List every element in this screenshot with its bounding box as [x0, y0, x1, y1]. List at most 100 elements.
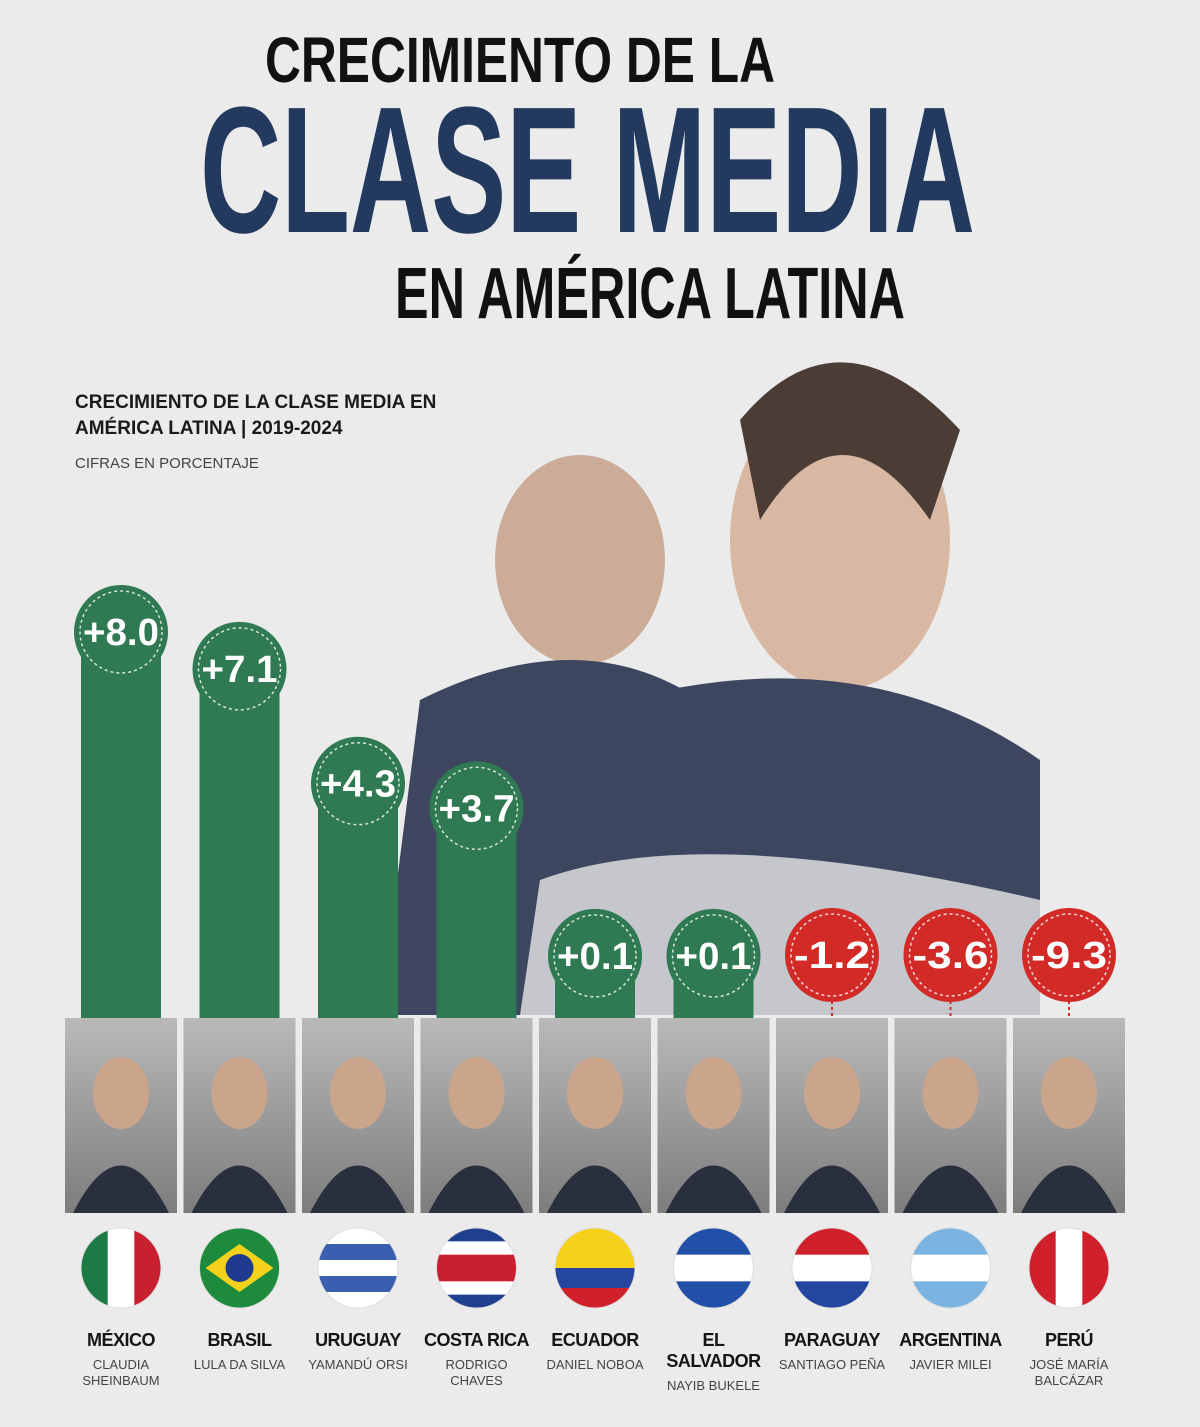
flag-stripe [318, 1228, 398, 1245]
country-name: ECUADOR [551, 1330, 639, 1350]
value-badge [429, 761, 524, 856]
photo-head [685, 1057, 742, 1129]
flag-border [436, 1227, 517, 1309]
photo-head [93, 1057, 149, 1129]
value-badge [74, 585, 168, 679]
flag-border [554, 1227, 636, 1309]
value-label: +8.0 [83, 612, 159, 654]
country-column: URUGUAY YAMANDÚ ORSI [302, 1330, 414, 1373]
value-badge [666, 908, 761, 1003]
photo-body [310, 1165, 406, 1213]
flag [1029, 1228, 1109, 1308]
country-name: BRASIL [207, 1330, 273, 1350]
flag-stripe [318, 1244, 398, 1261]
flag-stripe [107, 1228, 135, 1308]
country-name: COSTA RICA [424, 1330, 530, 1350]
leader-name: DANIEL NOBOA [546, 1357, 644, 1372]
flag-stripe [910, 1254, 991, 1282]
value-badge [311, 736, 405, 831]
photo-head [567, 1057, 623, 1129]
bar [81, 632, 161, 1018]
chart-title: CRECIMIENTO DE LA CLASE MEDIA EN AMÉRICA… [75, 392, 437, 439]
photo-body [428, 1165, 525, 1213]
leader-name: SANTIAGO PEÑA [778, 1357, 886, 1372]
flag-border [80, 1227, 162, 1309]
country-column: PERÚ JOSÉ MARÍA BALCÁZAR [1013, 1330, 1125, 1389]
flag [199, 1228, 280, 1308]
photo-head [330, 1057, 386, 1129]
country-name: ARGENTINA [899, 1330, 1002, 1350]
flag-stripe [436, 1241, 517, 1256]
leader-name: RODRIGO CHAVES [445, 1357, 508, 1388]
flag-stripe [555, 1268, 635, 1289]
title-bottom: EN AMÉRICA LATINA [395, 254, 905, 334]
leader-name: CLAUDIA SHEINBAUM [82, 1357, 160, 1388]
leader-name: NAYIB BUKELE [667, 1378, 760, 1393]
flag-stripe [673, 1281, 754, 1308]
photo-body [547, 1165, 643, 1213]
value-label: +3.7 [439, 788, 515, 830]
flag-stripe [436, 1268, 517, 1282]
photo-body [665, 1165, 762, 1213]
photo-head [1041, 1057, 1097, 1129]
value-badge [192, 621, 287, 716]
country-name: EL SALVADOR [666, 1330, 761, 1371]
bar-badge [1022, 908, 1116, 1002]
flag-stripe [81, 1228, 109, 1308]
bar-badge [903, 908, 998, 1002]
flag-stripe [1029, 1228, 1057, 1308]
leader-name: LULA DA SILVA [193, 1357, 286, 1372]
flag-border [791, 1227, 873, 1309]
badge-ring [434, 766, 519, 851]
flag-stripe [792, 1281, 872, 1308]
value-label: -3.6 [913, 935, 989, 977]
flag-stripe [1082, 1228, 1109, 1308]
leader-name: JOSÉ MARÍA BALCÁZAR [1029, 1357, 1109, 1388]
flag-stripe [318, 1292, 398, 1308]
photo-head [211, 1057, 268, 1129]
photo-head [448, 1057, 505, 1129]
leader-name: YAMANDÚ ORSI [308, 1357, 408, 1372]
photo-head [804, 1057, 860, 1129]
bar [199, 668, 280, 1018]
country-column: ARGENTINA JAVIER MILEI [895, 1330, 1007, 1373]
flag-stripe [673, 1254, 754, 1282]
flag-border [910, 1227, 991, 1309]
flag-border [199, 1227, 280, 1309]
flag-stripe [134, 1228, 161, 1308]
photo-body [73, 1165, 169, 1213]
country-column: EL SALVADOR NAYIB BUKELE [658, 1330, 770, 1394]
country-column: COSTA RICA RODRIGO CHAVES [421, 1330, 533, 1389]
photo-body [902, 1165, 999, 1213]
country-name: PERÚ [1044, 1330, 1094, 1350]
badge-ring [79, 590, 163, 674]
flag-stripe [555, 1228, 635, 1249]
title-main: CLASE MEDIA [200, 70, 975, 271]
value-label: +0.1 [557, 936, 633, 978]
flag-stripe [436, 1281, 517, 1296]
flag-stripe [555, 1248, 635, 1269]
country-name: MÉXICO [86, 1330, 156, 1350]
flag-stripe [910, 1281, 991, 1308]
value-label: +4.3 [320, 764, 396, 806]
country-name: PARAGUAY [783, 1330, 881, 1350]
leader-name: JAVIER MILEI [909, 1357, 992, 1372]
photo-body [191, 1165, 288, 1213]
country-column: MÉXICO CLAUDIA SHEINBAUM [65, 1330, 177, 1389]
chart-subtitle: CIFRAS EN PORCENTAJE [75, 455, 259, 472]
value-badge [548, 908, 642, 1003]
title-top: CRECIMIENTO DE LA [265, 24, 775, 96]
badge-ring [1027, 913, 1111, 997]
photo-head [922, 1057, 979, 1129]
flag-stripe [792, 1228, 872, 1256]
flag [436, 1228, 517, 1308]
flag-stripe [910, 1228, 991, 1256]
flag-stripe [555, 1288, 635, 1308]
flag-stripe [792, 1254, 872, 1282]
flag-stripe [318, 1260, 398, 1277]
country-column: BRASIL LULA DA SILVA [184, 1330, 296, 1373]
flag-stripe [318, 1276, 398, 1293]
bar-badge [785, 908, 879, 1002]
